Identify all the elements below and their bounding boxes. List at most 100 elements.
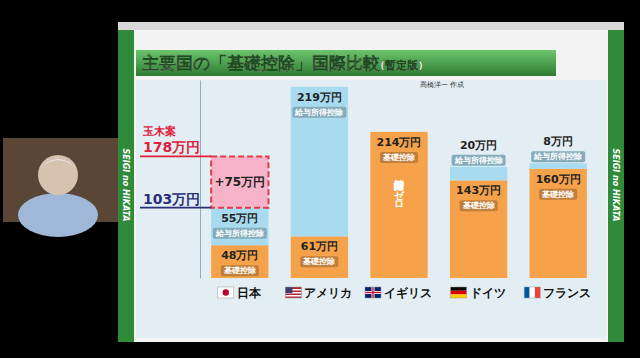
series-badge: 給与所得控除 bbox=[292, 107, 346, 118]
flag-border bbox=[285, 287, 301, 298]
browser-bar bbox=[118, 22, 624, 30]
flag-border bbox=[524, 287, 540, 298]
data-labels: 48万円基礎控除61万円基礎控除214万円基礎控除143万円基礎控除160万円基… bbox=[213, 91, 585, 276]
data-label: 55万円 bbox=[221, 212, 258, 225]
series-badge-box bbox=[213, 228, 267, 239]
bar-segment bbox=[530, 169, 587, 278]
flag-icon bbox=[285, 287, 301, 298]
bar-segment bbox=[530, 163, 587, 168]
annotation-label: 178万円 bbox=[143, 139, 200, 155]
bar-segment bbox=[211, 245, 268, 278]
title-banner bbox=[136, 50, 556, 76]
flag-icon bbox=[218, 287, 234, 298]
bar-segment bbox=[291, 87, 348, 237]
flag-part bbox=[535, 287, 540, 298]
data-label: 20万円 bbox=[460, 139, 497, 152]
title: 主要国の「基礎控除」国際比較 bbox=[141, 53, 381, 73]
data-label: +75万円 bbox=[214, 175, 265, 189]
flag-icon bbox=[451, 287, 467, 298]
flag-icon bbox=[365, 287, 381, 298]
branding: SEIGI no HIKATA bbox=[121, 149, 130, 222]
annotation-label: 給与所得控除はゼロ bbox=[393, 172, 405, 208]
flag-part bbox=[524, 287, 529, 298]
series-badge: 基礎控除 bbox=[539, 189, 577, 200]
source: 高橋洋一 作成 bbox=[420, 81, 464, 89]
y-axis bbox=[200, 81, 201, 279]
series-badge-label: 給与所得控除 bbox=[454, 156, 504, 165]
flag-part bbox=[451, 291, 467, 295]
series-badge-box bbox=[300, 256, 338, 267]
flag-part bbox=[451, 287, 467, 291]
series-badge: 給与所得控除 bbox=[452, 155, 506, 166]
series-badge: 基礎控除 bbox=[221, 265, 259, 276]
bar-segment bbox=[370, 131, 427, 132]
flag-border bbox=[218, 287, 234, 298]
flag-part bbox=[223, 289, 229, 295]
slide bbox=[118, 22, 624, 342]
x-tick-label: アメリカ bbox=[304, 286, 352, 300]
branding: SEIGI no HIKATA bbox=[611, 149, 620, 222]
series-badge-label: 給与所得控除 bbox=[215, 229, 265, 238]
bar-segment bbox=[211, 208, 268, 246]
subtitle: (暫定版) bbox=[380, 59, 423, 72]
data-label: 214万円 bbox=[377, 136, 422, 149]
bar-segment bbox=[291, 236, 348, 278]
bar-segment bbox=[450, 167, 507, 181]
flag-part bbox=[372, 287, 373, 298]
side-strip bbox=[118, 30, 134, 342]
series-badge: 基礎控除 bbox=[380, 152, 418, 163]
series-badge-label: 基礎控除 bbox=[302, 257, 336, 266]
data-label: 160万円 bbox=[536, 173, 581, 186]
x-tick: イギリス bbox=[365, 286, 432, 300]
series-badge: 基礎控除 bbox=[300, 256, 338, 267]
bar-segment bbox=[370, 132, 427, 278]
x-axis: 日本 アメリカイギリス ドイツ フランス bbox=[218, 286, 591, 300]
flag-part bbox=[451, 294, 467, 298]
background bbox=[0, 0, 640, 358]
title-text: 主要国の「基礎控除」国際比較(暫定版) bbox=[141, 53, 423, 73]
data-label: 48万円 bbox=[221, 249, 258, 262]
screen: SEIGI no HIKATA SEIGI no HIKATA 主要国の「基礎控除」… bbox=[0, 0, 640, 358]
flag-part bbox=[530, 287, 535, 298]
flag-border bbox=[451, 287, 467, 298]
series-badge-box bbox=[292, 107, 346, 118]
flag-part bbox=[285, 295, 301, 297]
series-badge-label: 基礎控除 bbox=[382, 153, 416, 162]
data-label: 61万円 bbox=[301, 240, 338, 253]
annotation-line bbox=[140, 156, 211, 158]
webcam-person-body bbox=[18, 193, 98, 237]
bar-segment bbox=[211, 156, 268, 207]
plot-panel bbox=[136, 80, 606, 338]
series-badge-label: 基礎控除 bbox=[462, 201, 496, 210]
x-tick-label: 日本 bbox=[237, 286, 262, 300]
series-badge-box bbox=[539, 189, 577, 200]
flag-part bbox=[218, 287, 234, 298]
bars bbox=[211, 87, 587, 278]
flag-border bbox=[365, 287, 381, 298]
series-badge-box bbox=[460, 200, 498, 211]
series-badge-box bbox=[221, 265, 259, 276]
annotations: 103万円 178万円玉木案給与所得控除はゼロ bbox=[140, 125, 405, 207]
series-badge-label: 給与所得控除 bbox=[294, 108, 344, 117]
series-badge: 基礎控除 bbox=[460, 200, 498, 211]
series-badge-label: 基礎控除 bbox=[223, 266, 257, 275]
series-badge-box bbox=[531, 151, 585, 162]
annotation-label: 103万円 bbox=[143, 191, 200, 207]
data-label: 8万円 bbox=[543, 135, 573, 148]
series-badge: 給与所得控除 bbox=[531, 151, 585, 162]
series-name: 玉木案 bbox=[142, 125, 176, 138]
y-axis-line bbox=[200, 81, 201, 279]
webcam-person-head bbox=[38, 155, 78, 195]
flag-part bbox=[285, 287, 292, 293]
flag-icon bbox=[524, 287, 540, 298]
series-badge: 給与所得控除 bbox=[213, 228, 267, 239]
x-tick: ドイツ bbox=[451, 286, 506, 300]
x-tick-label: フランス bbox=[543, 286, 591, 300]
x-tick: フランス bbox=[524, 286, 591, 300]
flag-part bbox=[285, 287, 301, 298]
annotation-line bbox=[140, 207, 211, 209]
series-badge-label: 基礎控除 bbox=[541, 190, 575, 199]
series-badge-label: 給与所得控除 bbox=[533, 152, 583, 161]
x-tick: 日本 bbox=[218, 286, 262, 300]
bar-segment bbox=[450, 180, 507, 278]
